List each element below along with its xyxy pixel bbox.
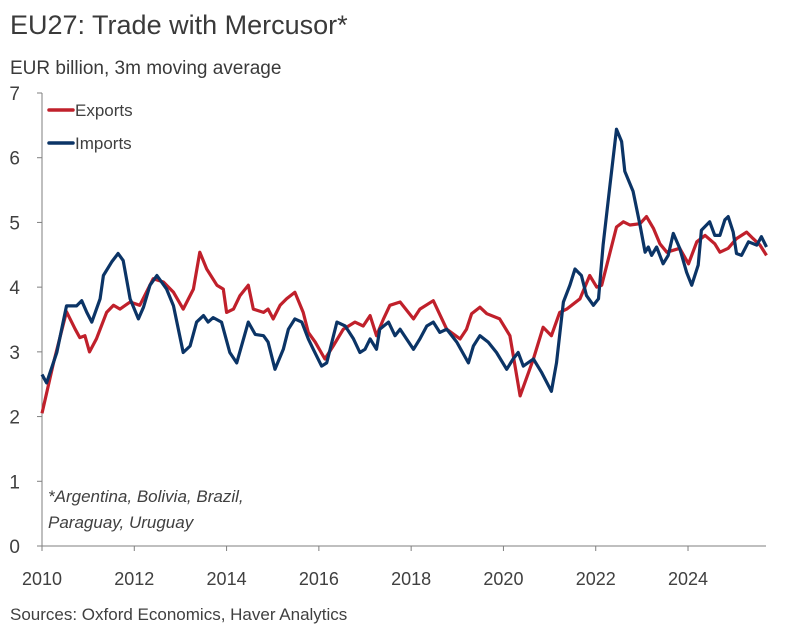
x-tick-label: 2022 (576, 569, 616, 589)
y-tick-label: 3 (9, 343, 20, 364)
y-tick-label: 0 (9, 537, 20, 558)
y-tick-label: 5 (9, 213, 20, 234)
x-tick-label: 2018 (391, 569, 431, 589)
x-tick-label: 2014 (207, 569, 247, 589)
legend-label-imports: Imports (75, 134, 132, 153)
chart-subtitle: EUR billion, 3m moving average (10, 58, 282, 79)
y-tick-label: 2 (9, 408, 20, 429)
footnote-line: Paraguay, Uruguay (48, 513, 195, 532)
x-tick-label: 2010 (22, 569, 62, 589)
chart-title: EU27: Trade with Mercusor* (10, 10, 348, 40)
footnote-line: *Argentina, Bolivia, Brazil, (48, 487, 244, 506)
sources-note: Sources: Oxford Economics, Haver Analyti… (10, 605, 348, 624)
series-line-exports (40, 215, 768, 414)
x-tick-label: 2016 (299, 569, 339, 589)
series-line-imports (40, 127, 768, 393)
y-tick-label: 1 (9, 472, 20, 493)
x-tick-label: 2012 (114, 569, 154, 589)
legend-label-exports: Exports (75, 101, 133, 120)
y-tick-label: 7 (9, 84, 20, 105)
y-tick-label: 4 (9, 278, 20, 299)
x-tick-label: 2020 (483, 569, 523, 589)
x-tick-label: 2024 (668, 569, 708, 589)
y-tick-label: 6 (9, 149, 20, 170)
